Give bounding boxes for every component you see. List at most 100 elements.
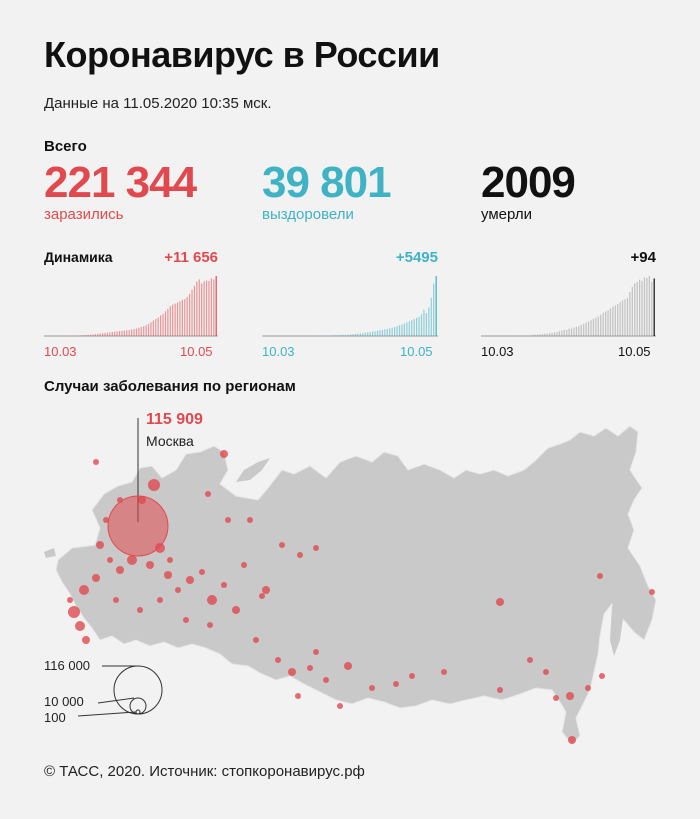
legend-label-small: 100 bbox=[44, 710, 66, 725]
legend-line-small bbox=[77, 711, 137, 717]
region-dot bbox=[67, 597, 73, 603]
region-dot bbox=[295, 693, 301, 699]
spark-bar bbox=[575, 326, 578, 336]
region-dot bbox=[307, 665, 313, 671]
region-dot bbox=[103, 517, 109, 523]
spark-bar bbox=[143, 326, 145, 336]
region-dot bbox=[113, 597, 119, 603]
region-dot bbox=[597, 573, 603, 579]
spark-bar bbox=[529, 335, 531, 336]
recovered-label: выздоровели bbox=[262, 206, 354, 223]
region-dot bbox=[568, 736, 576, 744]
spark-bar bbox=[189, 293, 191, 336]
region-dot bbox=[137, 607, 143, 613]
region-dot bbox=[220, 450, 228, 458]
region-dot bbox=[79, 585, 89, 595]
spark-bar bbox=[354, 334, 357, 336]
spark-bar bbox=[135, 328, 138, 336]
spark-bar bbox=[128, 330, 130, 336]
spark-bar bbox=[638, 279, 641, 336]
spark-bar bbox=[619, 302, 621, 336]
spark-bar bbox=[109, 332, 111, 336]
deaths-x-start: 10.03 bbox=[481, 344, 514, 359]
legend-label-large: 116 000 bbox=[44, 658, 91, 673]
spark-bar bbox=[578, 326, 580, 336]
recovered-spark-bars bbox=[276, 276, 437, 336]
region-dot bbox=[146, 561, 154, 569]
region-dot bbox=[205, 491, 211, 497]
spark-bar bbox=[106, 332, 109, 336]
spark-bar bbox=[568, 328, 570, 336]
region-dot bbox=[323, 677, 329, 683]
region-dot bbox=[649, 589, 655, 595]
spark-bar bbox=[345, 334, 347, 336]
spark-bar bbox=[184, 298, 186, 336]
spark-bar bbox=[342, 334, 344, 336]
spark-bar bbox=[111, 331, 113, 336]
spark-bar bbox=[131, 329, 133, 336]
spark-bar bbox=[583, 323, 585, 336]
deaths-label: умерли bbox=[481, 206, 532, 223]
region-dot bbox=[225, 517, 231, 523]
spark-bar bbox=[406, 322, 408, 336]
sakhalin-island bbox=[610, 600, 624, 656]
spark-bar bbox=[641, 280, 643, 336]
spark-bar bbox=[636, 282, 638, 336]
spark-bar bbox=[651, 282, 653, 336]
spark-bar bbox=[556, 332, 558, 336]
spark-bar bbox=[517, 335, 519, 336]
spark-bar bbox=[102, 333, 104, 336]
spark-bar bbox=[367, 332, 369, 336]
spark-bar bbox=[179, 301, 181, 336]
region-dot bbox=[441, 669, 447, 675]
spark-bar bbox=[172, 304, 174, 336]
recovered-total: 39 801 bbox=[262, 158, 392, 207]
spark-bar bbox=[381, 329, 384, 336]
infected-spark-bars bbox=[44, 276, 217, 336]
region-dot bbox=[127, 555, 137, 565]
region-dot bbox=[75, 621, 85, 631]
spark-bar bbox=[174, 303, 176, 336]
spark-bar bbox=[215, 276, 217, 336]
spark-bar bbox=[604, 311, 607, 336]
data-date: Данные на 11.05.2020 10:35 мск. bbox=[44, 95, 272, 112]
region-dot bbox=[157, 597, 163, 603]
spark-bar bbox=[374, 331, 376, 336]
spark-bar bbox=[162, 313, 164, 336]
spark-bar bbox=[362, 333, 364, 336]
region-dot bbox=[207, 622, 213, 628]
spark-bar bbox=[653, 278, 655, 336]
spark-bar bbox=[357, 333, 359, 336]
spark-bar bbox=[191, 289, 193, 336]
spark-bar bbox=[551, 332, 553, 336]
region-dot bbox=[186, 576, 194, 584]
region-dot bbox=[199, 569, 205, 575]
spark-bar bbox=[607, 310, 609, 336]
spark-bar bbox=[92, 334, 94, 336]
region-dot bbox=[82, 636, 90, 644]
spark-bar bbox=[612, 306, 614, 336]
dynamics-label: Динамика bbox=[44, 249, 113, 265]
spark-bar bbox=[196, 281, 198, 336]
region-dot bbox=[553, 695, 559, 701]
spark-bar bbox=[522, 335, 524, 336]
legend-label-medium: 10 000 bbox=[44, 694, 84, 709]
spark-bar bbox=[590, 320, 592, 336]
spark-bar bbox=[524, 335, 526, 336]
spark-bar bbox=[624, 299, 626, 336]
spark-bar bbox=[160, 315, 162, 336]
spark-bar bbox=[592, 318, 595, 336]
region-dot bbox=[92, 574, 100, 582]
region-dot bbox=[313, 545, 319, 551]
spark-bar bbox=[77, 335, 80, 336]
spark-bar bbox=[396, 326, 398, 336]
spark-bar bbox=[80, 335, 82, 336]
spark-bar bbox=[337, 335, 340, 336]
spark-bar bbox=[386, 328, 388, 336]
spark-bar bbox=[85, 335, 87, 336]
spark-bar bbox=[372, 331, 374, 336]
region-dot bbox=[337, 703, 343, 709]
spark-bar bbox=[418, 316, 420, 336]
spark-bar bbox=[167, 308, 169, 336]
spark-bar bbox=[398, 325, 401, 336]
